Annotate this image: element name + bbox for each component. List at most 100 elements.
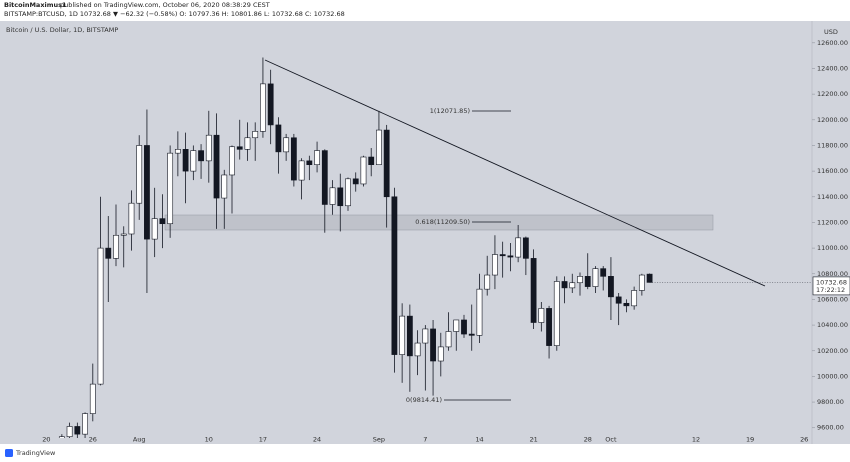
y-tick-label: 12600.00 [817, 39, 848, 47]
candle-body [492, 254, 498, 276]
candle-body [383, 129, 390, 198]
candle-body [283, 137, 290, 153]
candle-body [430, 328, 436, 362]
candle-body [314, 150, 320, 166]
candle-body [530, 258, 537, 323]
candle-body [244, 137, 251, 150]
plot [58, 57, 812, 438]
candle-body [167, 152, 174, 225]
candle-body [105, 247, 112, 259]
candle-body [461, 319, 467, 335]
candle-body [553, 281, 560, 346]
x-tick-label: 26 [800, 436, 808, 444]
candle-body [221, 174, 228, 199]
y-tick-label: 12000.00 [817, 116, 848, 124]
trend-line [264, 59, 766, 287]
candle-body [159, 218, 166, 225]
candle-body [236, 146, 243, 150]
candle-body [128, 202, 135, 235]
x-tick-label: Sep [373, 436, 385, 444]
candle-body [113, 234, 119, 259]
candle-body [468, 333, 475, 336]
candle-body [391, 196, 398, 355]
candle-body [561, 281, 568, 289]
candle-body [337, 187, 344, 207]
candle-body [182, 149, 189, 172]
candle-body [507, 255, 514, 258]
y-tick-label: 11400.00 [817, 193, 848, 201]
candle-body [360, 156, 367, 185]
candle-body [120, 233, 127, 236]
x-tick-label: 24 [313, 436, 321, 444]
footer-brand[interactable]: TradingView [15, 449, 56, 457]
candle-body [437, 346, 444, 362]
candle-body [252, 131, 259, 139]
candle-body [58, 436, 65, 438]
candle-body [499, 254, 506, 257]
fib-label: 0(9814.41) [406, 396, 442, 404]
candle-body [198, 150, 204, 162]
candle-body [399, 315, 406, 355]
candle-body [376, 129, 382, 166]
y-tick-label: 9600.00 [817, 424, 844, 432]
y-tick-label: 11800.00 [817, 141, 848, 149]
x-tick-label: Oct [605, 436, 617, 444]
candle-body [213, 134, 220, 199]
candle-body [569, 282, 576, 289]
candle-body [345, 178, 351, 207]
y-tick-label: 12400.00 [817, 64, 848, 72]
candle-body [205, 134, 212, 162]
x-tick-label: 26 [89, 436, 97, 444]
candle-body [290, 137, 297, 181]
candle-body [298, 160, 305, 181]
y-tick-label: 11200.00 [817, 218, 848, 226]
candle-body [66, 426, 73, 438]
candle-body [151, 218, 158, 240]
candle-body [584, 276, 591, 287]
candle-body [615, 296, 622, 304]
x-tick-label: 12 [692, 436, 700, 444]
candle-body [592, 268, 599, 287]
author[interactable]: BitcoinMaximus1 [4, 1, 67, 9]
footer-logo [5, 449, 13, 457]
candle-body [600, 268, 607, 277]
candle-body [515, 237, 522, 258]
y-tick-label: 12200.00 [817, 90, 848, 98]
candle-body [577, 276, 583, 284]
y-tick-label: 11600.00 [817, 167, 848, 175]
candle-body [646, 273, 653, 283]
y-tick-label: 10800.00 [817, 270, 848, 278]
candle-body [97, 247, 104, 385]
candle-body [329, 187, 336, 205]
candle-body [82, 413, 88, 435]
chart-title: Bitcoin / U.S. Dollar, 1D, BITSTAMP [6, 26, 118, 34]
candle-body [538, 308, 545, 323]
candle-body [422, 328, 429, 344]
candle-body [275, 124, 282, 153]
y-tick-label: 9800.00 [817, 398, 844, 406]
footer-bg [0, 444, 850, 462]
x-tick-label: 19 [746, 436, 754, 444]
candle-body [74, 426, 81, 435]
candle-body [623, 302, 630, 307]
candle-body [484, 274, 491, 290]
y-tick-label: 10600.00 [817, 295, 848, 303]
candle-body [414, 342, 421, 357]
candle-body [260, 83, 266, 132]
candle-body [306, 160, 313, 166]
candle-body [453, 319, 460, 332]
candle-body [631, 290, 638, 307]
price-tag-value: 10732.68 [816, 278, 847, 286]
x-tick-label: 20 [42, 436, 50, 444]
y-tick-label: 10000.00 [817, 372, 848, 380]
x-tick-label: Aug [133, 436, 146, 444]
price-tag-countdown: 17:22:12 [816, 286, 845, 294]
candle-body [321, 150, 328, 205]
candle-body [406, 315, 413, 357]
candle-body [522, 237, 529, 259]
x-tick-label: 28 [584, 436, 592, 444]
price-tag [812, 276, 850, 296]
candle-body [89, 383, 96, 414]
candle-body [174, 149, 181, 154]
